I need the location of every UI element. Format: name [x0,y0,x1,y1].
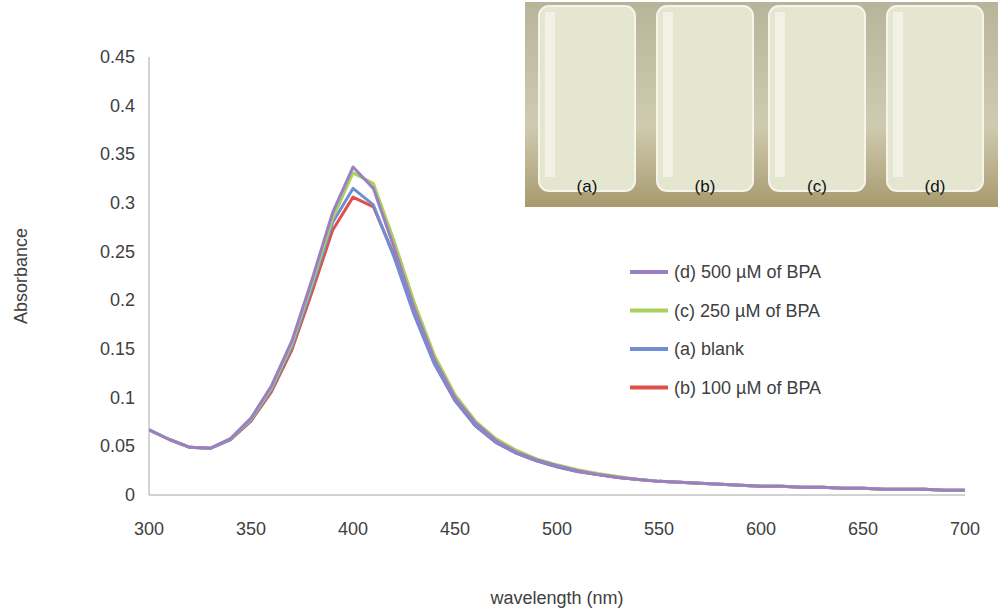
y-tick-label: 0.45 [100,47,135,67]
y-tick-label: 0.4 [110,96,135,116]
vial-highlight [893,12,903,177]
y-tick-label: 0.25 [100,242,135,262]
vial-highlight [545,12,555,177]
chart: 0 0.05 0.1 0.15 0.2 0.25 0.3 0.35 0.4 0.45 300 350 4… [0,0,1005,614]
y-tick-label: 0.2 [110,290,135,310]
x-axis-title: wavelength (nm) [489,588,623,608]
legend-label: (a) blank [674,339,745,359]
legend-label: (d) 500 µM of BPA [674,262,821,282]
x-tick-label: 450 [440,519,470,539]
vial [887,6,983,191]
legend-label: (b) 100 µM of BPA [674,378,821,398]
inset-label: (c) [807,177,827,196]
x-tick-label: 650 [848,519,878,539]
x-tick-label: 500 [542,519,572,539]
legend-label: (c) 250 µM of BPA [674,301,820,321]
vial [539,6,635,191]
y-tick-label: 0.3 [110,193,135,213]
inset-label: (b) [695,177,716,196]
x-axis [149,495,965,496]
x-tick-label: 550 [644,519,674,539]
vial-highlight [775,12,785,177]
series-line [149,197,965,490]
series-line [149,167,965,490]
vial [657,6,753,191]
legend-swatch [630,270,668,274]
y-axis-title: Absorbance [11,228,31,324]
y-tick-label: 0 [125,485,135,505]
x-tick-label: 700 [950,519,980,539]
x-tick-label: 350 [236,519,266,539]
legend-swatch [630,347,668,351]
series-line [149,188,965,490]
y-tick-label: 0.15 [100,339,135,359]
y-tick-label: 0.35 [100,144,135,164]
series-line [149,173,965,490]
series-group [149,167,965,490]
legend-swatch [630,386,668,390]
inset-label: (d) [925,177,946,196]
y-tick-label: 0.05 [100,436,135,456]
inset-photo [525,2,998,207]
vial [769,6,865,191]
inset-label: (a) [577,177,598,196]
x-tick-label: 400 [338,519,368,539]
x-tick-label: 600 [746,519,776,539]
y-tick-label: 0.1 [110,388,135,408]
vial-highlight [663,12,673,177]
x-tick-label: 300 [134,519,164,539]
legend-swatch [630,309,668,313]
